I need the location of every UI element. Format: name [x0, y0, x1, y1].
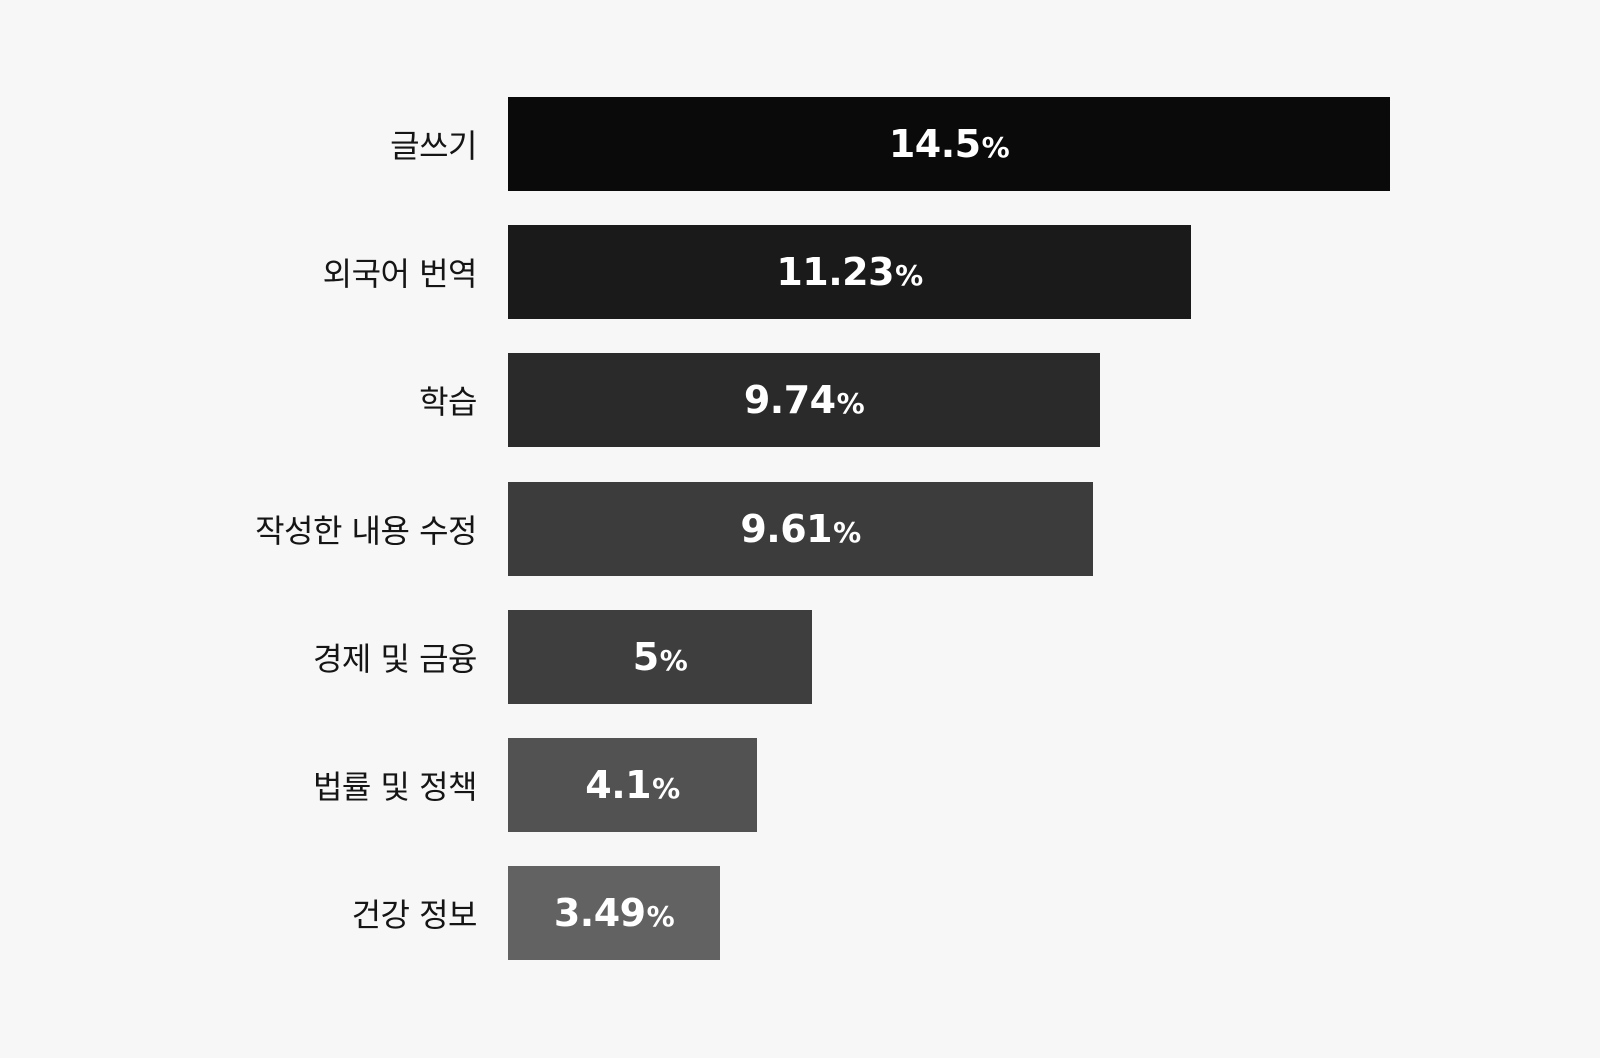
value-unit: % [646, 900, 675, 933]
value-label: 5% [633, 635, 688, 679]
value-unit: % [836, 387, 865, 420]
bar: 4.1% [508, 738, 757, 832]
category-label: 법률 및 정책 [312, 768, 478, 806]
value-number: 11.23 [776, 250, 895, 294]
value-unit: % [981, 131, 1010, 164]
value-label: 11.23% [776, 250, 923, 294]
value-unit: % [895, 259, 923, 292]
bar: 9.74% [508, 353, 1100, 447]
bar: 5% [508, 610, 812, 704]
value-label: 9.61% [740, 507, 861, 551]
value-label: 4.1% [585, 763, 680, 807]
value-unit: % [659, 644, 688, 677]
category-label: 학습 [419, 383, 477, 421]
value-number: 9.61 [740, 507, 833, 551]
value-number: 4.1 [585, 763, 652, 807]
value-label: 3.49% [553, 891, 675, 935]
category-label: 외국어 번역 [322, 255, 478, 293]
bar: 9.61% [508, 482, 1093, 576]
bar: 14.5% [508, 97, 1390, 191]
bar: 11.23% [508, 225, 1191, 319]
value-number: 3.49 [553, 891, 646, 935]
category-label: 건강 정보 [351, 896, 478, 934]
category-label: 경제 및 금융 [312, 640, 478, 678]
value-unit: % [652, 772, 680, 805]
value-number: 9.74 [743, 378, 836, 422]
value-label: 9.74% [743, 378, 865, 422]
value-number: 5 [632, 635, 659, 679]
value-label: 14.5% [888, 122, 1010, 166]
value-unit: % [833, 516, 861, 549]
value-number: 14.5 [888, 122, 981, 166]
bar: 3.49% [508, 866, 720, 960]
category-label: 작성한 내용 수정 [255, 512, 477, 550]
category-label: 글쓰기 [390, 127, 477, 165]
